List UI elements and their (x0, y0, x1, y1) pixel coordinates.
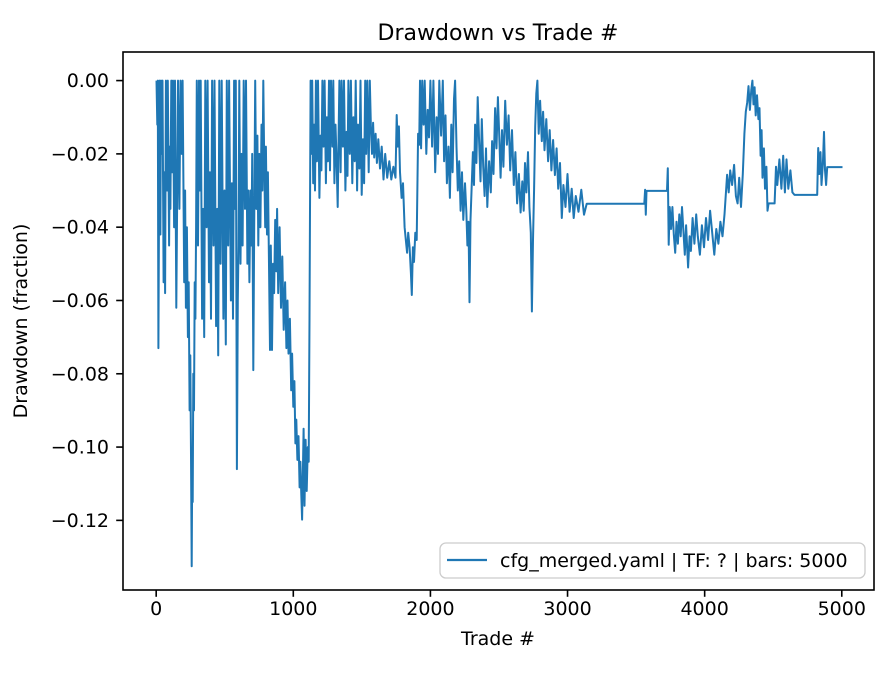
legend: cfg_merged.yaml | TF: ? | bars: 5000 (439, 542, 866, 579)
x-tick-label: 0 (150, 598, 162, 620)
x-tick-label: 4000 (680, 598, 728, 620)
y-tick-label: −0.06 (51, 290, 109, 312)
x-axis-ticks: 0 1000 2000 3000 4000 5000 (150, 590, 866, 620)
x-tick-label: 5000 (818, 598, 866, 620)
legend-box (439, 542, 866, 579)
x-axis-label: Trade # (460, 628, 535, 650)
y-tick-label: −0.04 (51, 217, 109, 239)
x-tick-label: 3000 (543, 598, 591, 620)
y-tick-label: 0.00 (67, 70, 109, 92)
legend-label: cfg_merged.yaml | TF: ? | bars: 5000 (500, 550, 848, 572)
y-tick-label: −0.08 (51, 363, 109, 385)
y-tick-label: −0.10 (51, 437, 109, 459)
x-tick-label: 2000 (406, 598, 454, 620)
y-axis-label: Drawdown (fraction) (10, 224, 32, 419)
chart-title: Drawdown vs Trade # (378, 21, 619, 46)
drawdown-series-line (155, 79, 843, 568)
x-tick-label: 1000 (269, 598, 317, 620)
axes-spines (122, 51, 875, 591)
y-axis-ticks: 0.00 −0.02 −0.04 −0.06 −0.08 −0.10 −0.12 (51, 70, 123, 532)
y-tick-label: −0.02 (51, 143, 109, 165)
y-tick-label: −0.12 (51, 510, 109, 532)
